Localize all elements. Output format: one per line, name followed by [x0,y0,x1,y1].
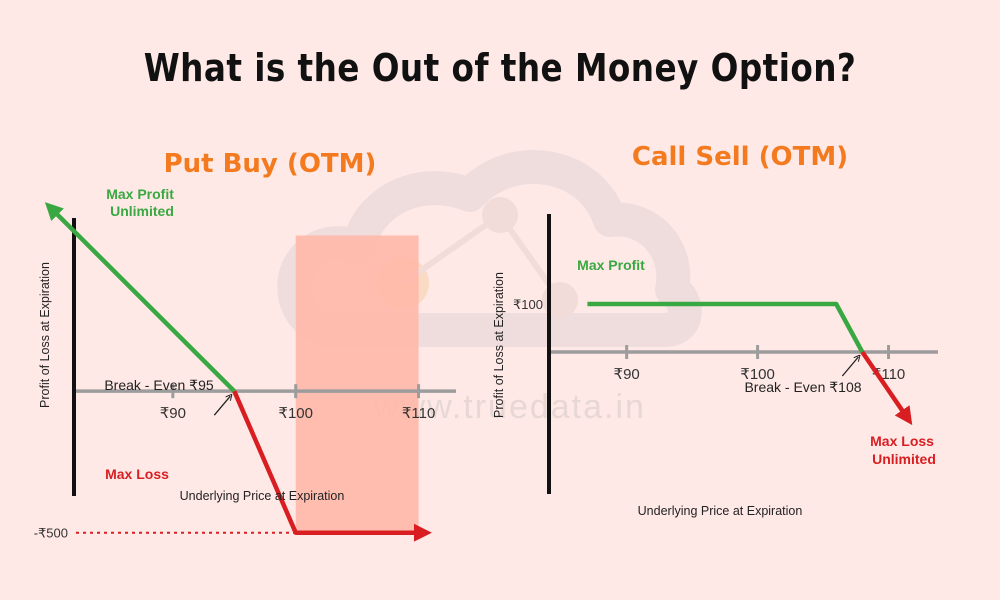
x-tick-label: ₹110 [402,405,435,422]
series [44,202,432,542]
x-axis-label: Underlying Price at Expiration [180,489,345,503]
x-tick-label: ₹90 [160,405,186,422]
call-sell-chart: Call Sell (OTM) ₹90 ₹100 ₹110 ₹100 Profit … [492,142,938,518]
profit-line [587,301,865,354]
max-loss-label: Max Loss [105,466,169,482]
chart-title: Call Sell (OTM) [632,142,848,172]
profit-line [44,202,236,393]
max-profit-label: Max Profit Unlimited [106,186,178,219]
series [587,301,913,426]
y-tick-label: -₹500 [34,526,68,541]
page-title: What is the Out of the Money Option? [143,46,857,90]
x-tick-label: ₹90 [614,366,640,383]
y-tick-label: ₹100 [513,297,543,312]
break-even-arrow-icon [213,396,230,416]
break-even-arrow-icon [841,357,858,377]
y-axis-label: Profit of Loss at Expiration [492,272,506,418]
max-profit-label: Max Profit [577,257,645,273]
y-ticks: ₹100 [513,297,543,312]
put-buy-chart: Put Buy (OTM) ₹90 ₹100 ₹110 -₹500 Profit o… [34,149,456,542]
y-axis-label: Profit of Loss at Expiration [38,262,52,408]
x-ticks: ₹90 ₹100 ₹110 [614,345,905,383]
break-even-label: Break - Even ₹108 [744,379,861,395]
x-axis-label: Underlying Price at Expiration [638,504,803,518]
x-tick-label: ₹100 [278,405,313,422]
max-loss-label: Max Loss Unlimited [870,433,938,467]
x-tick-label: ₹100 [740,366,775,383]
chart-title: Put Buy (OTM) [164,149,377,179]
x-ticks: ₹90 ₹100 ₹110 [160,384,435,422]
loss-line [232,390,432,542]
loss-line [860,350,913,426]
break-even-label: Break - Even ₹95 [104,377,214,393]
shaded-region [295,235,419,533]
y-ticks: -₹500 [34,526,68,541]
